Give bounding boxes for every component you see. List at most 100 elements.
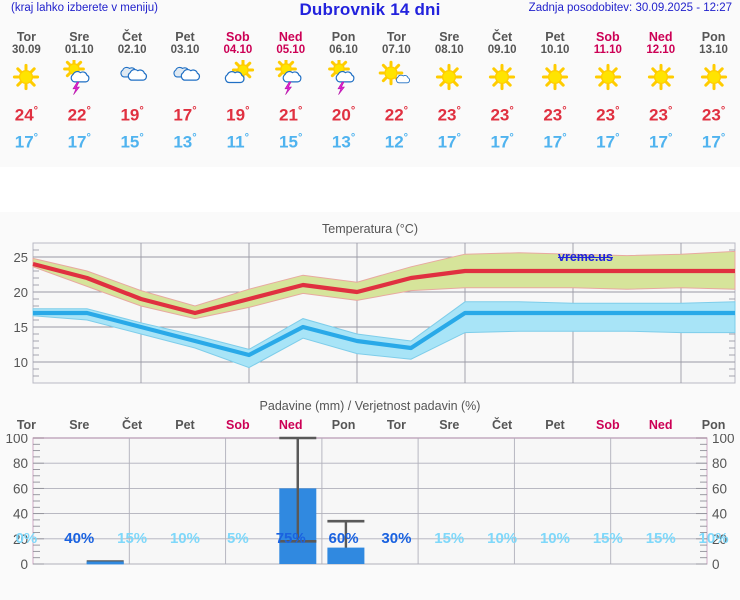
temperature-chart-section: Temperatura (°C) 10 15 20 25 vreme.us xyxy=(0,212,740,392)
sun-icon xyxy=(436,63,463,91)
forecast-day-column[interactable]: Ned 12.10 23° 17° xyxy=(634,22,687,167)
day-name: Sob xyxy=(226,30,250,44)
day-date: 03.10 xyxy=(170,44,200,56)
cloudy-icon xyxy=(120,66,148,81)
temp-min: 17° xyxy=(437,131,461,152)
precipitation-day-label: Sob xyxy=(226,418,250,432)
y-axis-label-left: 100 xyxy=(5,434,28,446)
precipitation-probability: 10% xyxy=(698,530,729,547)
day-date: 10.10 xyxy=(540,44,570,56)
precipitation-day-label: Sre xyxy=(69,418,90,432)
weather-icon-wrap xyxy=(634,60,687,100)
precipitation-chart-section: Padavine (mm) / Verjetnost padavin (%) T… xyxy=(0,392,740,600)
y-axis-label-right: 60 xyxy=(712,481,727,496)
temp-min: 15° xyxy=(279,131,303,152)
day-date: 11.10 xyxy=(593,44,622,56)
precipitation-chart-title: Padavine (mm) / Verjetnost padavin (%) xyxy=(259,399,481,413)
y-axis-label-left: 60 xyxy=(13,481,28,496)
precipitation-probability: 0% xyxy=(15,530,38,547)
y-axis-label-left: 40 xyxy=(13,507,28,522)
weather-icon-wrap xyxy=(317,60,370,100)
temperature-chart-title: Temperatura (°C) xyxy=(322,222,418,236)
precipitation-probability: 5% xyxy=(227,530,249,547)
sun-icon xyxy=(489,63,516,91)
sun-cloud-thunder-icon xyxy=(327,60,354,95)
weather-icon-wrap xyxy=(0,60,53,100)
forecast-day-column[interactable]: Pon 06.10 20° 13° xyxy=(317,22,370,167)
precipitation-probability: 15% xyxy=(645,530,676,547)
forecast-day-column[interactable]: Pon 13.10 23° 17° xyxy=(687,22,740,167)
forecast-day-column[interactable]: Sob 04.10 19° 11° xyxy=(211,22,264,167)
precipitation-day-label: Sre xyxy=(439,418,460,432)
y-axis-label-left: 0 xyxy=(20,557,28,572)
forecast-day-column[interactable]: Tor 30.09 24° 17° xyxy=(0,22,53,167)
temperature-series-line xyxy=(33,310,735,358)
day-date: 05.10 xyxy=(276,44,306,56)
weather-icon-wrap xyxy=(687,60,740,100)
daily-forecast-strip: Tor 30.09 24° 17° Sre 01.10 22° 17° Čet 02.10 19… xyxy=(0,22,740,167)
precipitation-probability: 30% xyxy=(381,530,412,547)
precipitation-day-label: Čet xyxy=(122,418,143,432)
precipitation-day-labels: Tor Sre Čet Pet Sob Ned Pon Tor Sre Čet Pet Sob Ned P… xyxy=(0,418,740,434)
weather-icon-wrap xyxy=(476,60,529,100)
forecast-day-column[interactable]: Tor 07.10 22° 12° xyxy=(370,22,423,167)
day-date: 01.10 xyxy=(64,44,94,56)
day-date: 09.10 xyxy=(487,44,517,56)
temp-min: 17° xyxy=(596,131,620,152)
forecast-day-column[interactable]: Čet 02.10 19° 15° xyxy=(106,22,159,167)
temp-min: 17° xyxy=(490,131,514,152)
temp-min: 17° xyxy=(14,131,39,152)
header-bar: (kraj lahko izberete v meniju) Dubrovnik… xyxy=(0,0,740,22)
forecast-day-column[interactable]: Čet 09.10 23° 17° xyxy=(476,22,529,167)
temperature-series-line xyxy=(32,261,735,316)
forecast-day-column[interactable]: Ned 05.10 21° 15° xyxy=(264,22,317,167)
y-axis-label: 10 xyxy=(14,355,28,370)
location-hint[interactable]: (kraj lahko izberete v meniju) xyxy=(11,2,159,14)
day-name: Čet xyxy=(122,30,143,44)
day-name: Pon xyxy=(331,30,356,44)
sun-cloud-icon xyxy=(224,60,254,84)
precipitation-probability: 10% xyxy=(487,530,518,547)
day-date: 04.10 xyxy=(223,44,253,56)
forecast-day-column[interactable]: Sre 08.10 23° 17° xyxy=(423,22,476,167)
precipitation-probability-row: 0% 40% 15% 10% 5% 75% 60% 30% 15% 10% 10% 15% 15% 10% xyxy=(0,530,740,554)
day-name: Pon xyxy=(701,30,726,44)
day-name: Sob xyxy=(596,30,620,44)
weather-icon-wrap xyxy=(581,60,634,100)
forecast-day-column[interactable]: Pet 03.10 17° 13° xyxy=(159,22,212,167)
precipitation-bar[interactable] xyxy=(86,561,124,565)
temp-max: 21° xyxy=(279,105,303,125)
y-axis-label: 20 xyxy=(14,285,28,300)
day-date: 13.10 xyxy=(699,44,728,56)
precipitation-bar[interactable] xyxy=(327,547,365,564)
precipitation-probability: 40% xyxy=(64,530,95,547)
weather-icon-wrap xyxy=(264,60,317,100)
last-update-label: Zadnja posodobitev: 30.09.2025 - 12:27 xyxy=(528,2,732,14)
precipitation-probability: 15% xyxy=(117,530,148,547)
forecast-day-column[interactable]: Sre 01.10 22° 17° xyxy=(53,22,106,167)
y-axis-label: 25 xyxy=(14,250,28,265)
day-name: Čet xyxy=(492,30,513,44)
temp-min: 13° xyxy=(173,131,197,152)
section-separator xyxy=(0,167,740,212)
precipitation-day-label: Pet xyxy=(175,418,195,432)
precipitation-probability: 10% xyxy=(169,530,200,547)
temp-min: 15° xyxy=(120,131,144,152)
precipitation-day-label: Čet xyxy=(492,418,513,432)
forecast-day-column[interactable]: Sob 11.10 23° 17° xyxy=(581,22,634,167)
y-axis-label-right: 100 xyxy=(712,434,735,446)
forecast-day-column[interactable]: Pet 10.10 23° 17° xyxy=(529,22,582,167)
sun-icon xyxy=(647,63,674,91)
day-name: Tor xyxy=(16,30,37,44)
temp-min: 11° xyxy=(226,131,250,152)
precipitation-day-label: Pon xyxy=(331,418,356,432)
page-title: Dubrovnik 14 dni xyxy=(299,0,441,19)
precipitation-day-label: Ned xyxy=(278,418,303,432)
day-name: Tor xyxy=(386,30,407,44)
temp-min: 17° xyxy=(543,131,567,152)
weather-icon-wrap xyxy=(53,60,106,100)
day-name: Ned xyxy=(648,30,673,44)
precipitation-day-label: Tor xyxy=(386,418,407,432)
temperature-chart: 10 15 20 25 xyxy=(14,242,736,384)
